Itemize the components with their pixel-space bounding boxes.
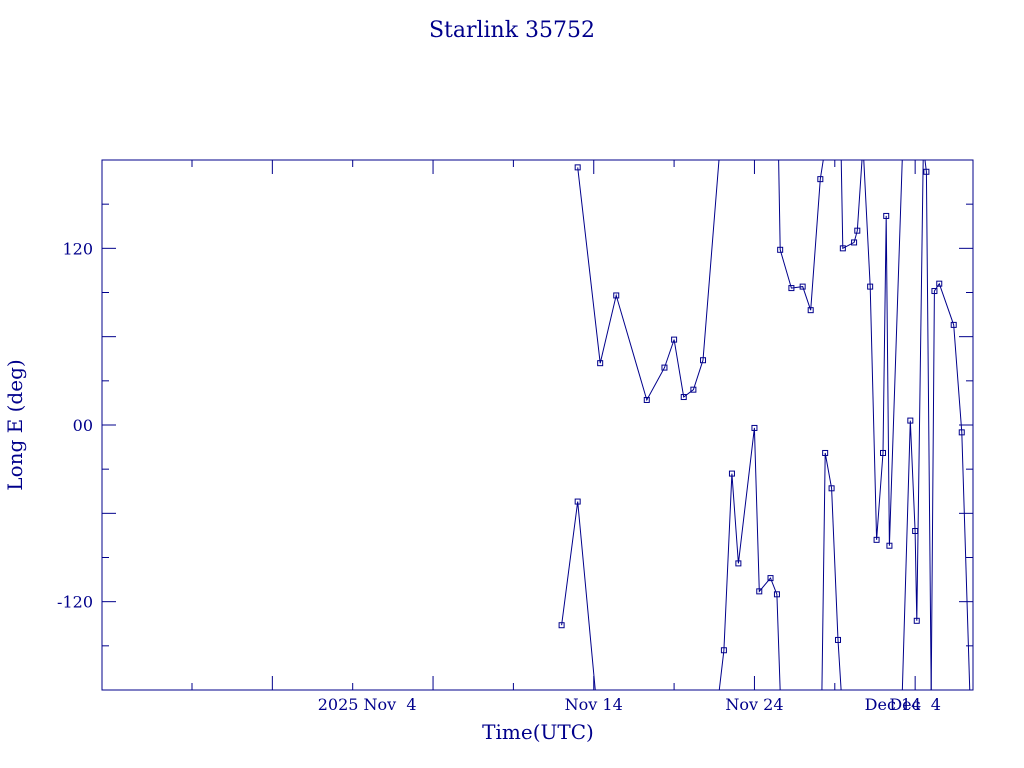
- data-point: [883, 212, 890, 219]
- x-tick-label: Nov 14: [565, 695, 623, 714]
- series-line: [561, 501, 596, 690]
- y-tick-label: -120: [57, 593, 93, 612]
- data-point: [773, 591, 780, 598]
- data-point: [880, 449, 887, 456]
- data-point: [835, 636, 842, 643]
- series-line: [901, 160, 924, 690]
- data-point: [873, 536, 880, 543]
- y-axis-label: Long E (deg): [3, 359, 27, 490]
- x-tick-label: Dec 14: [865, 695, 922, 714]
- data-point: [950, 321, 957, 328]
- data-point: [756, 588, 763, 595]
- y-tick-label: 120: [62, 239, 93, 258]
- data-point: [886, 542, 893, 549]
- data-point: [661, 364, 668, 371]
- data-point: [680, 394, 687, 401]
- data-point: [720, 647, 727, 654]
- data-point: [913, 617, 920, 624]
- data-point: [767, 575, 774, 582]
- data-point: [700, 357, 707, 364]
- data-point: [613, 292, 620, 299]
- series-line: [924, 160, 932, 690]
- data-point: [643, 396, 650, 403]
- data-point: [777, 246, 784, 253]
- data-point: [558, 622, 565, 629]
- x-tick-label: Nov 24: [725, 695, 783, 714]
- plot-frame: [101, 159, 974, 691]
- data-point: [822, 449, 829, 456]
- data-point: [728, 470, 735, 477]
- x-axis-label: Time(UTC): [482, 720, 594, 744]
- data-point: [958, 429, 965, 436]
- series-line: [778, 160, 824, 311]
- series-layer: [558, 160, 971, 690]
- x-tick-label: 2025 Nov 4: [318, 695, 417, 714]
- data-point: [936, 280, 943, 287]
- y-tick-label: 00: [73, 416, 93, 435]
- y-axis-ticks: 120 00 -120: [57, 203, 973, 647]
- series-line: [577, 160, 720, 402]
- series-line: [718, 427, 781, 690]
- chart-title: Starlink 35752: [429, 18, 595, 43]
- data-point: [597, 360, 604, 367]
- data-point: [817, 176, 824, 183]
- series-line: [821, 452, 842, 690]
- data-point: [735, 560, 742, 567]
- series-line: [930, 282, 971, 690]
- data-point: [788, 285, 795, 292]
- data-point: [839, 245, 846, 252]
- data-point: [907, 417, 914, 424]
- data-point: [807, 307, 814, 314]
- data-point: [751, 424, 758, 431]
- data-point: [912, 528, 919, 534]
- data-point: [799, 283, 806, 290]
- series-line: [840, 160, 863, 250]
- data-point: [671, 336, 678, 343]
- data-point: [923, 168, 930, 175]
- data-point: [931, 288, 938, 295]
- data-point: [828, 485, 835, 492]
- series-line: [863, 160, 903, 546]
- data-point: [574, 164, 581, 171]
- data-point: [854, 227, 861, 234]
- data-point: [851, 239, 858, 246]
- data-point: [867, 283, 874, 290]
- x-tick-label: Dec 4: [889, 695, 941, 714]
- data-point: [690, 386, 697, 393]
- data-point: [574, 498, 581, 505]
